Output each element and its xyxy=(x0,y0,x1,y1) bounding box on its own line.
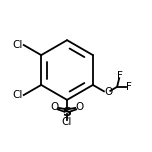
Text: O: O xyxy=(104,87,112,97)
Text: O: O xyxy=(75,102,84,112)
Text: F: F xyxy=(117,71,123,81)
Text: Cl: Cl xyxy=(13,90,23,100)
Text: Cl: Cl xyxy=(62,117,72,127)
Text: F: F xyxy=(126,82,132,92)
Text: S: S xyxy=(62,106,72,119)
Text: O: O xyxy=(50,102,59,112)
Text: Cl: Cl xyxy=(13,40,23,50)
